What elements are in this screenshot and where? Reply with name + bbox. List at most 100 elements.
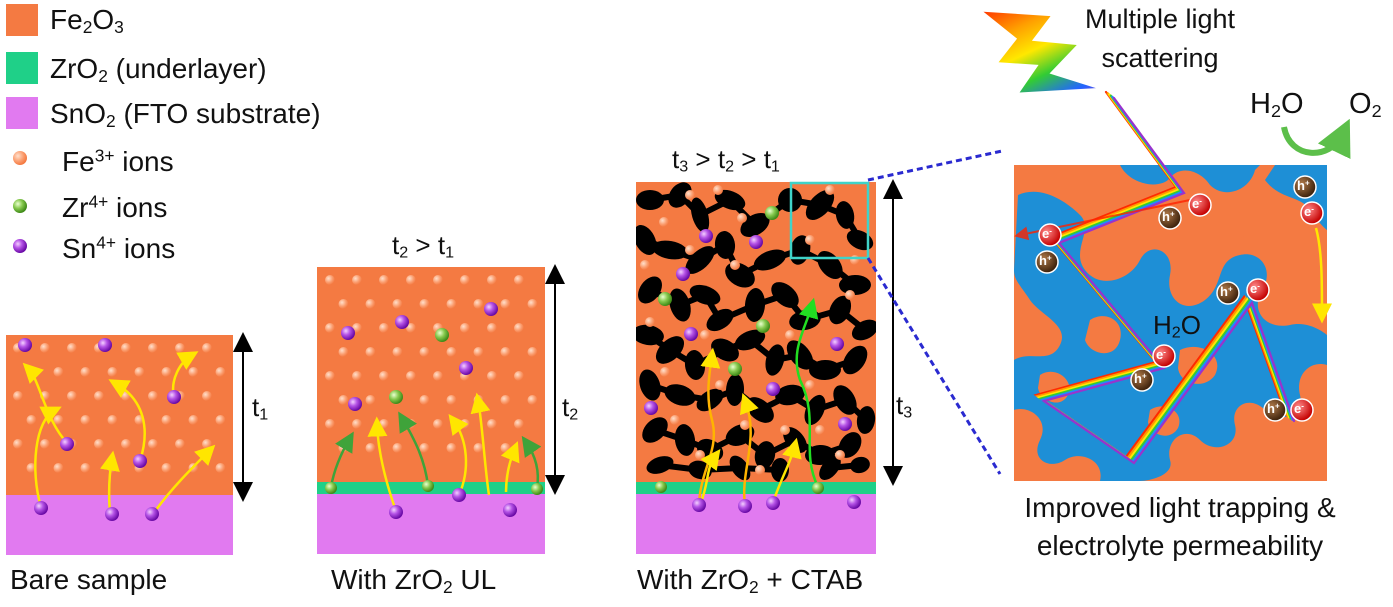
fe-ion xyxy=(845,290,855,300)
fe-ion xyxy=(175,439,185,449)
fe-ion xyxy=(365,443,376,453)
fe-ions xyxy=(13,343,226,473)
pore-channel xyxy=(842,212,863,243)
fe-ion xyxy=(406,275,416,285)
pore-channel xyxy=(827,462,863,471)
fe-ion xyxy=(352,275,362,285)
fe-ion xyxy=(487,323,497,333)
pore-channel xyxy=(827,262,858,288)
pore-channel xyxy=(702,292,723,323)
pore-channel xyxy=(747,337,778,363)
fe-ion xyxy=(134,367,145,377)
fe-ion xyxy=(80,463,91,473)
fe-ion xyxy=(473,299,484,309)
pore-channel xyxy=(817,202,848,218)
hole-label: h+ xyxy=(1039,253,1052,268)
zr-ion xyxy=(728,362,742,376)
fe-ion xyxy=(419,443,430,453)
light-scattering-label-line2: scattering xyxy=(1101,43,1219,73)
electron-label: e- xyxy=(1250,281,1260,296)
conclusion-line2: electrolyte permeability xyxy=(1036,530,1324,561)
fe-ion xyxy=(406,323,416,333)
fe-ion xyxy=(40,439,50,449)
fe-ion xyxy=(94,439,104,449)
fe-ion xyxy=(715,380,725,390)
diffusion-arrows xyxy=(329,392,542,512)
fe-ion xyxy=(202,391,212,401)
fe-ion xyxy=(670,415,680,425)
zr-ion xyxy=(531,483,543,495)
beam-stripe xyxy=(1039,95,1294,464)
fe-ion xyxy=(487,371,497,381)
sn-ion xyxy=(389,505,403,519)
fe-ions xyxy=(325,275,538,453)
thickness-label-t3: t3 xyxy=(896,390,913,422)
pore-channel xyxy=(787,197,823,208)
sn-ion xyxy=(644,401,658,415)
fe-ion xyxy=(379,419,389,429)
fe-ion xyxy=(419,395,430,405)
hole-label: h+ xyxy=(1220,284,1233,299)
hematite-layer xyxy=(317,267,545,482)
fe-ion xyxy=(215,463,226,473)
pore-channel xyxy=(697,242,728,263)
fe-ion xyxy=(338,395,349,405)
sn-ion xyxy=(738,499,752,513)
electron-carrier-icon xyxy=(1152,344,1176,368)
legend-fe-ion-dot xyxy=(13,151,27,165)
fe-ion xyxy=(406,371,416,381)
fe-ion xyxy=(473,347,484,357)
pore-channel xyxy=(667,247,703,263)
conclusion-line1: Improved light trapping & xyxy=(1024,492,1336,523)
pore-channel xyxy=(722,337,753,353)
sn-ion xyxy=(18,338,32,352)
fe-ion xyxy=(780,425,790,435)
beam-stripe xyxy=(1041,96,1296,465)
fe-ion xyxy=(685,190,695,200)
condition-label-t2: t2 > t1 xyxy=(392,230,455,262)
sn-diffusion-arrow xyxy=(367,416,398,512)
fe-ion xyxy=(645,317,655,327)
hole-label: h+ xyxy=(1297,178,1310,193)
fe-ions xyxy=(640,185,860,475)
hole-carrier-icon xyxy=(1130,368,1154,392)
fe-ion xyxy=(94,391,104,401)
pore-channel xyxy=(787,392,818,413)
fe-ion xyxy=(433,275,443,285)
sn-ion xyxy=(395,315,409,329)
panel-bare-sample xyxy=(6,332,253,555)
diffusion-arrows xyxy=(697,297,820,506)
fe-ion xyxy=(161,463,172,473)
fe-ion xyxy=(446,347,457,357)
sn-ions xyxy=(341,302,517,519)
fe-ion xyxy=(500,443,511,453)
sn-ion xyxy=(348,397,362,411)
fe-ion xyxy=(148,343,158,353)
caption-zro2-ul: With ZrO2 UL xyxy=(331,564,497,597)
sn-ion xyxy=(692,498,706,512)
fe-ion xyxy=(392,443,403,453)
electron-carrier-icon xyxy=(1038,223,1062,247)
pore-channel xyxy=(842,397,869,423)
fe-ion xyxy=(460,323,470,333)
sn-ion xyxy=(341,326,355,340)
fe-ion xyxy=(433,419,443,429)
sn-ion xyxy=(98,338,112,352)
fe-ion xyxy=(835,450,845,460)
sn-ion xyxy=(766,496,780,510)
fe-ion xyxy=(514,323,524,333)
fe-ion xyxy=(107,367,118,377)
legend-label-fe2o3: Fe2O3 xyxy=(50,4,124,37)
pore-channel xyxy=(737,432,768,458)
fe-ion xyxy=(202,343,212,353)
sn-ion xyxy=(484,302,498,316)
legend-sn-ion-dot xyxy=(13,239,27,253)
zr-ions xyxy=(655,206,824,494)
fe-ion xyxy=(80,367,91,377)
fe-ion xyxy=(325,275,335,285)
pore-channel xyxy=(645,332,673,353)
pore-channel xyxy=(677,292,708,308)
legend-swatch-sno2 xyxy=(6,97,38,129)
pore-channel xyxy=(822,357,858,373)
fe-ion xyxy=(446,395,457,405)
